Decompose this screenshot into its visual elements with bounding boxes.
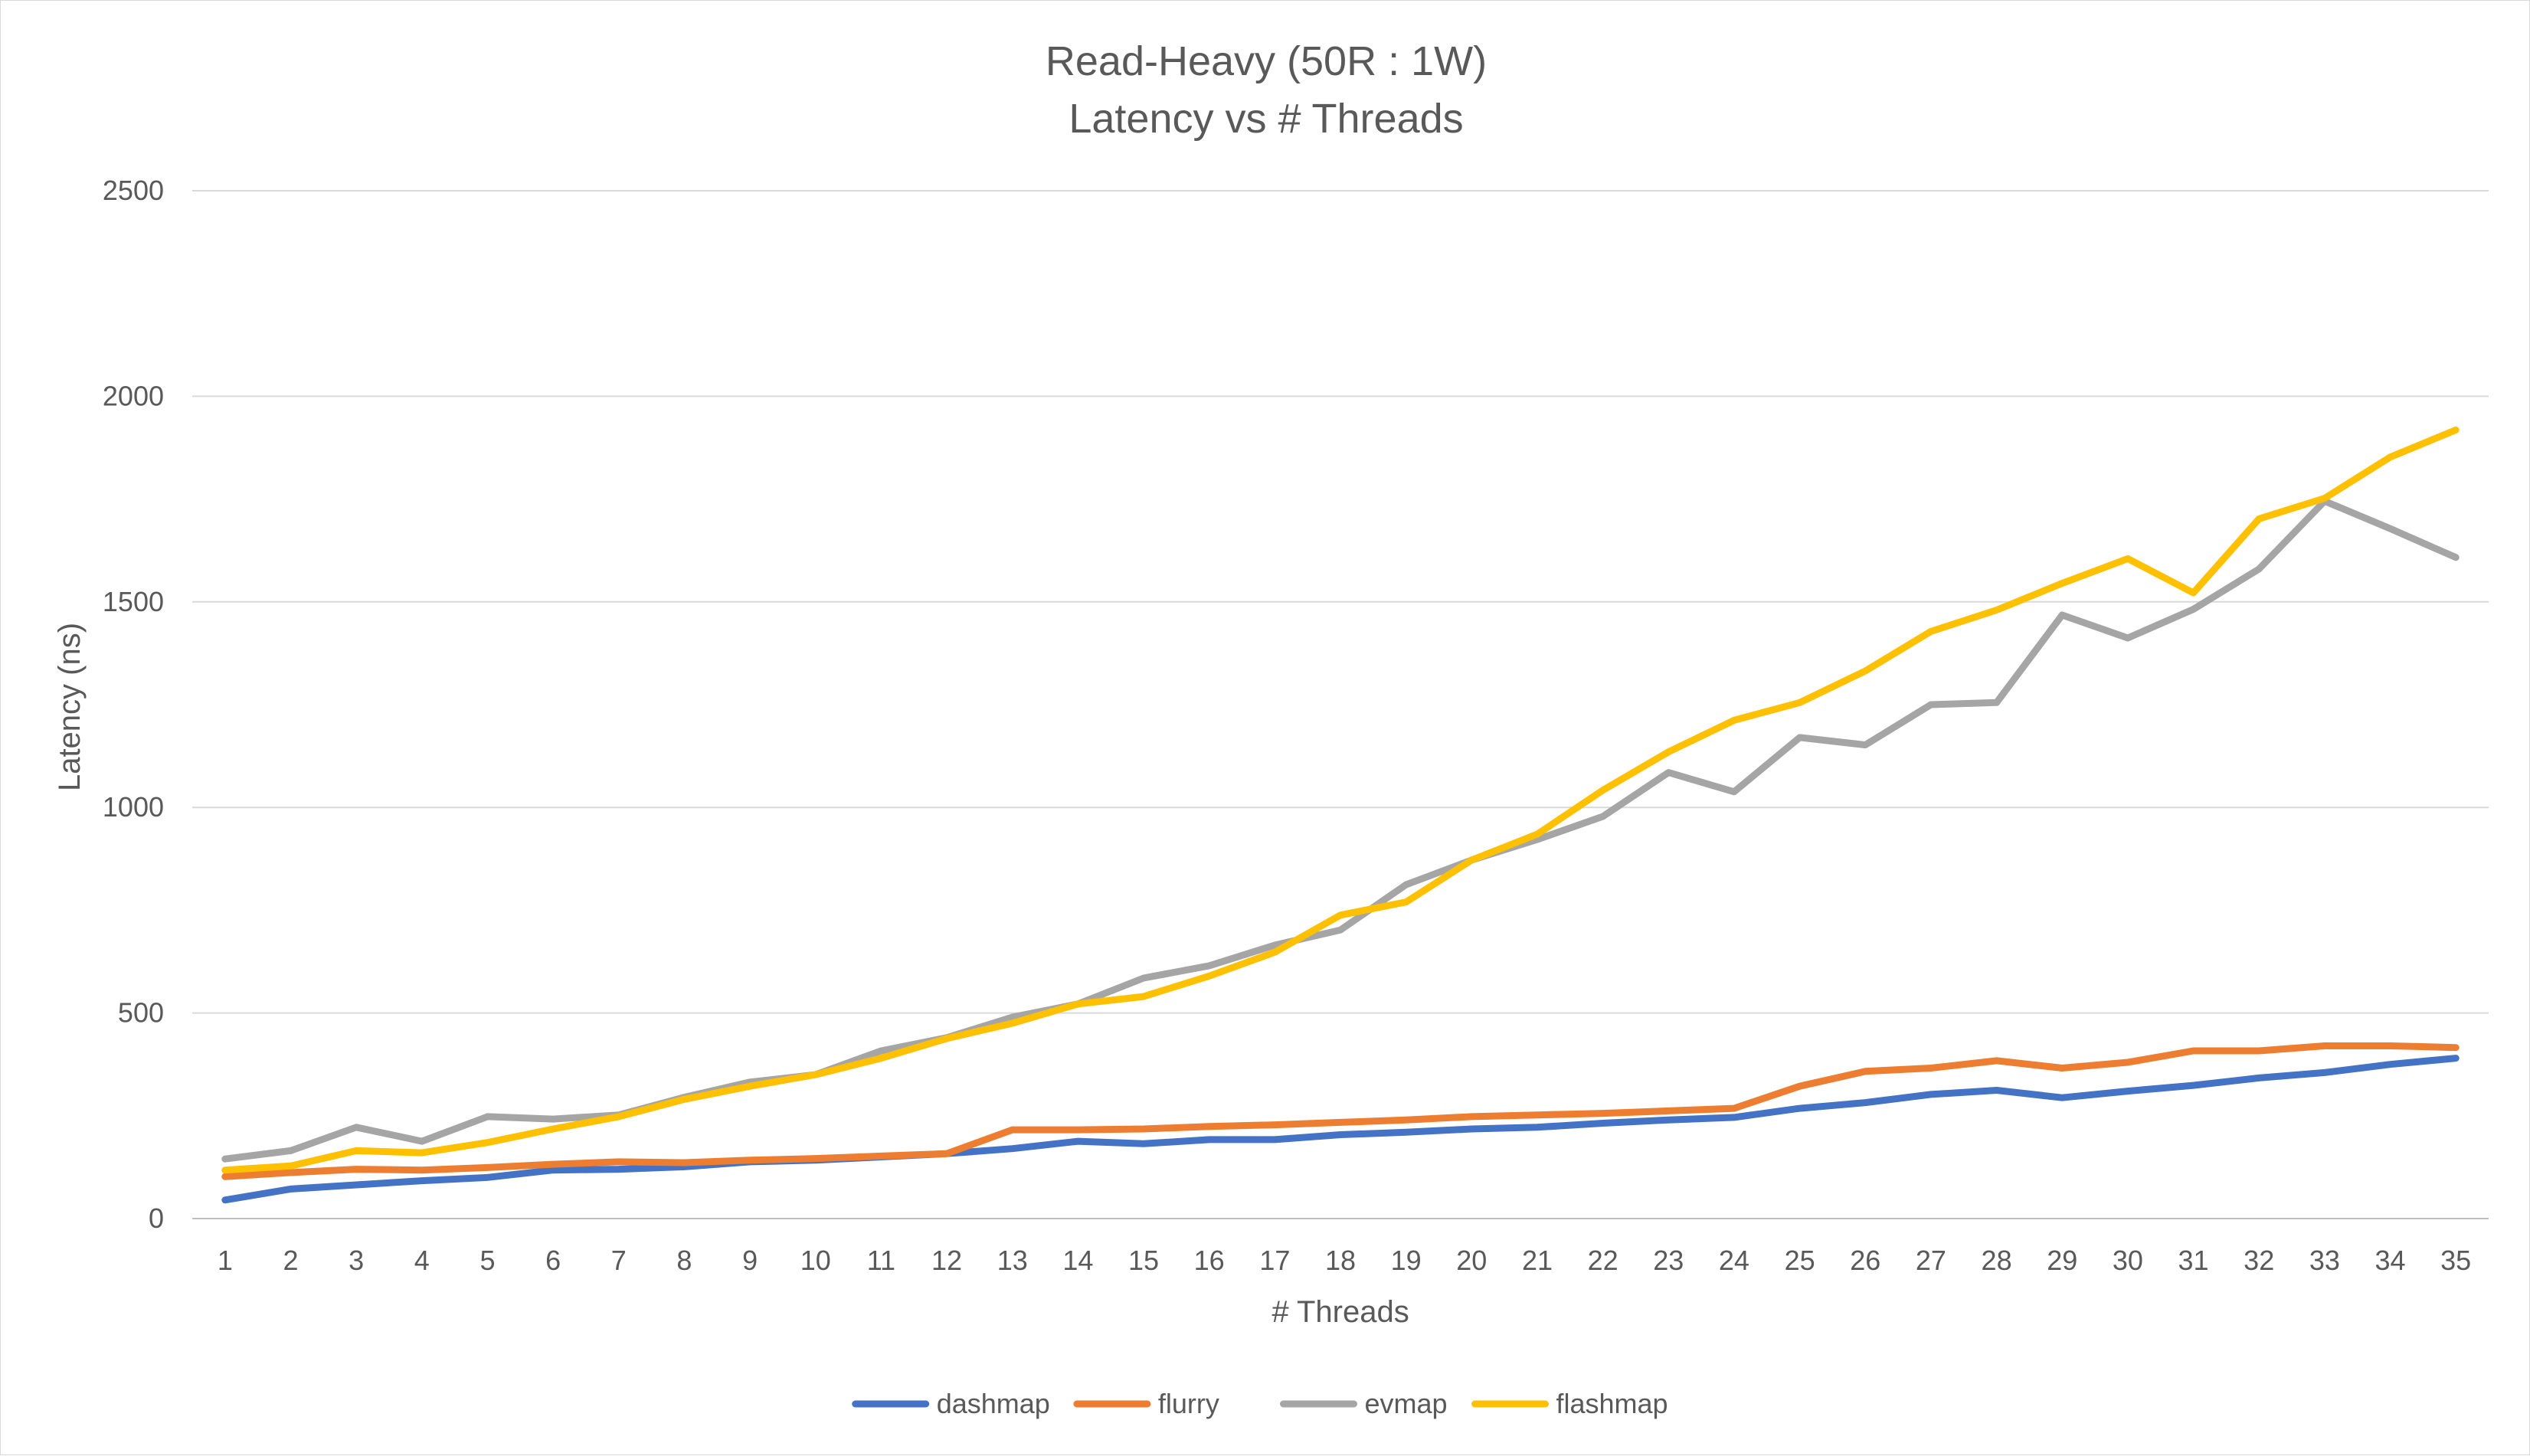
y-tick-label: 1000 [103, 791, 164, 823]
x-tick-label: 26 [1850, 1245, 1880, 1276]
x-axis-title: # Threads [1272, 1295, 1409, 1329]
chart-subtitle: Latency vs # Threads [1069, 96, 1463, 142]
x-tick-label: 3 [349, 1245, 364, 1276]
x-tick-label: 9 [742, 1245, 758, 1276]
x-axis-tick-labels: 1 2 3 4 5 6 7 8 9 10 11 12 13 14 15 16 17 18 19 20 21 22 23 24 2… [218, 1245, 2471, 1276]
x-tick-label: 33 [2309, 1245, 2340, 1276]
x-tick-label: 14 [1062, 1245, 1093, 1276]
x-tick-label: 34 [2375, 1245, 2405, 1276]
y-tick-label: 2000 [103, 380, 164, 411]
x-tick-label: 23 [1653, 1245, 1684, 1276]
legend-label: flurry [1158, 1388, 1219, 1419]
legend-item-dashmap: dashmap [852, 1388, 1050, 1419]
gridlines [192, 190, 2489, 1219]
x-tick-label: 17 [1259, 1245, 1290, 1276]
x-tick-label: 10 [800, 1245, 831, 1276]
legend-label: evmap [1365, 1388, 1448, 1419]
legend-item-flashmap: flashmap [1471, 1388, 1668, 1419]
x-tick-label: 2 [283, 1245, 298, 1276]
x-tick-label: 15 [1128, 1245, 1159, 1276]
x-tick-label: 18 [1325, 1245, 1356, 1276]
y-tick-label: 1500 [103, 586, 164, 617]
x-tick-label: 13 [997, 1245, 1028, 1276]
x-tick-label: 1 [218, 1245, 233, 1276]
x-tick-label: 24 [1719, 1245, 1749, 1276]
y-axis-tick-labels: 0 500 1000 1500 2000 2500 [103, 175, 164, 1234]
x-tick-label: 19 [1391, 1245, 1422, 1276]
x-tick-label: 12 [931, 1245, 962, 1276]
y-tick-label: 500 [118, 997, 164, 1029]
series-line-flashmap [221, 426, 2460, 1174]
x-tick-label: 31 [2178, 1245, 2209, 1276]
series-lines [221, 426, 2460, 1204]
y-axis-title: Latency (ns) [53, 623, 87, 791]
x-tick-label: 8 [676, 1245, 692, 1276]
legend-label: dashmap [937, 1388, 1050, 1419]
legend: dashmap flurry evmap flashmap [852, 1388, 1668, 1419]
x-tick-label: 30 [2113, 1245, 2143, 1276]
series-line-dashmap [221, 1055, 2460, 1204]
y-tick-label: 0 [149, 1202, 164, 1234]
x-tick-label: 6 [545, 1245, 561, 1276]
x-tick-label: 22 [1588, 1245, 1618, 1276]
x-tick-label: 20 [1456, 1245, 1487, 1276]
x-tick-label: 25 [1785, 1245, 1815, 1276]
x-tick-label: 7 [611, 1245, 627, 1276]
series-line-flurry [221, 1042, 2460, 1180]
x-tick-label: 21 [1522, 1245, 1553, 1276]
chart-title: Read-Heavy (50R : 1W) [1046, 38, 1487, 84]
x-tick-label: 4 [414, 1245, 430, 1276]
legend-label: flashmap [1556, 1388, 1668, 1419]
x-tick-label: 35 [2440, 1245, 2471, 1276]
series-line-evmap [221, 497, 2460, 1163]
x-tick-label: 27 [1916, 1245, 1946, 1276]
x-tick-label: 5 [479, 1245, 495, 1276]
x-tick-label: 11 [867, 1245, 895, 1276]
y-tick-label: 2500 [103, 175, 164, 206]
legend-item-evmap: evmap [1280, 1388, 1448, 1419]
x-tick-label: 28 [1982, 1245, 2012, 1276]
x-tick-label: 32 [2244, 1245, 2274, 1276]
x-tick-label: 16 [1194, 1245, 1225, 1276]
legend-item-flurry: flurry [1073, 1388, 1219, 1419]
x-tick-label: 29 [2047, 1245, 2077, 1276]
